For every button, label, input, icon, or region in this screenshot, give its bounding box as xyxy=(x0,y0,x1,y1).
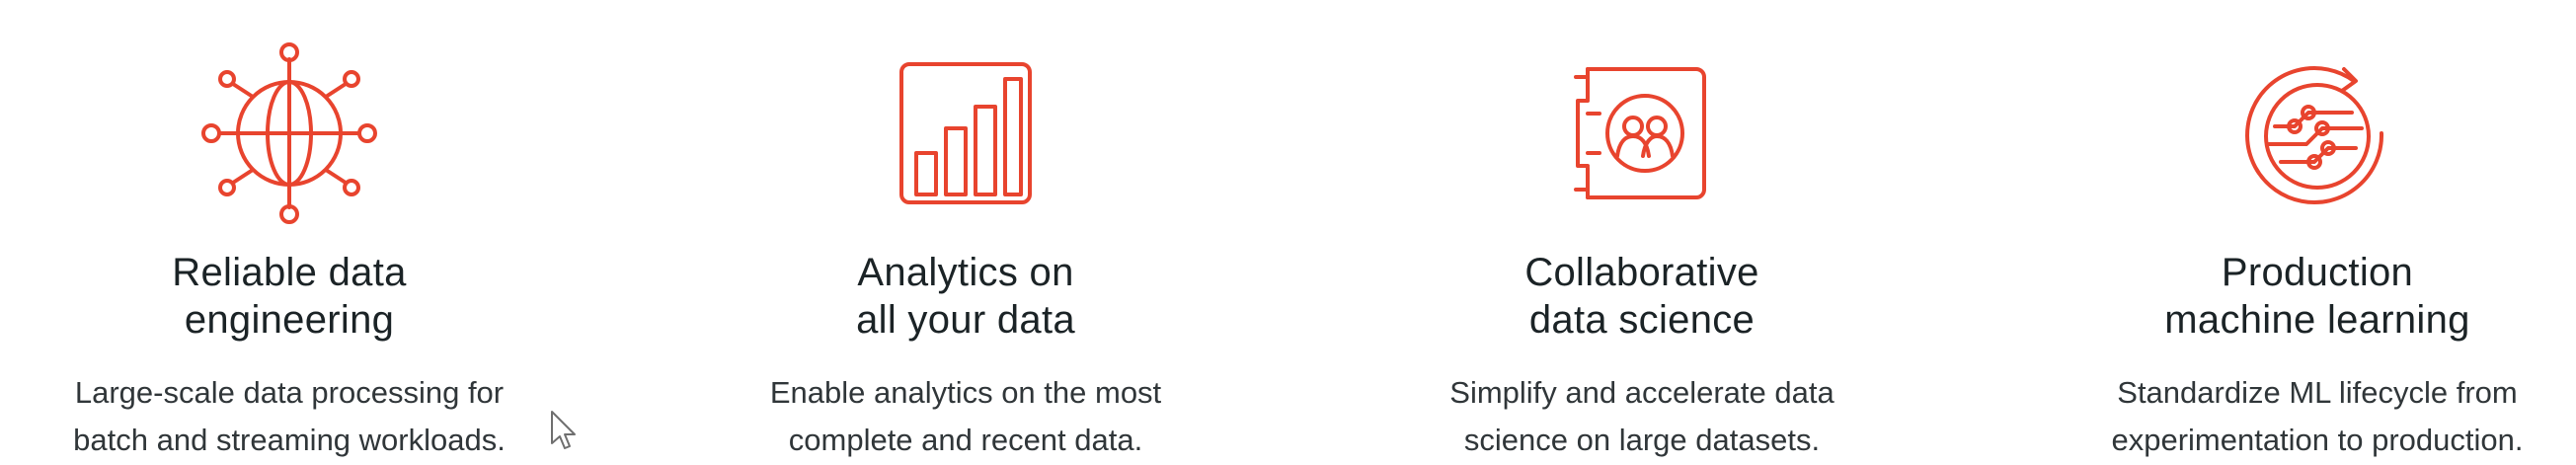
feature-title-line: machine learning xyxy=(2164,298,2470,342)
feature-title: Collaborative data science xyxy=(1336,249,1948,344)
bar-chart-icon xyxy=(872,39,1059,227)
feature-description-line: Standardize ML lifecycle from xyxy=(2117,375,2518,410)
feature-description-line: science on large datasets. xyxy=(1463,423,1821,457)
feature-title: Production machine learning xyxy=(2011,249,2576,344)
feature-title-line: Analytics on xyxy=(857,251,1074,294)
feature-title-line: all your data xyxy=(856,298,1075,342)
feature-title: Analytics on all your data xyxy=(660,249,1272,344)
feature-description-line: Large-scale data processing for xyxy=(74,375,505,410)
feature-title-line: data science xyxy=(1528,298,1756,342)
feature-title-line: Production xyxy=(2221,251,2414,294)
feature-description-line: complete and recent data. xyxy=(788,423,1143,457)
mouse-cursor-icon xyxy=(550,410,576,451)
collaboration-notebook-icon xyxy=(1548,39,1736,227)
feature-description: Large-scale data processing for batch an… xyxy=(0,369,595,464)
feature-title: Reliable data engineering xyxy=(0,249,595,344)
feature-description-line: Enable analytics on the most xyxy=(769,375,1162,410)
feature-description-line: batch and streaming workloads. xyxy=(73,423,506,457)
globe-network-icon xyxy=(195,39,383,227)
feature-title-line: Collaborative xyxy=(1524,251,1759,294)
feature-description-line: Simplify and accelerate data xyxy=(1449,375,1834,410)
feature-title-line: Reliable data xyxy=(172,251,407,294)
feature-description-line: experimentation to production. xyxy=(2111,423,2524,457)
ml-lifecycle-icon xyxy=(2224,39,2411,227)
feature-description: Standardize ML lifecycle from experiment… xyxy=(2011,369,2576,464)
feature-description: Simplify and accelerate data science on … xyxy=(1336,369,1948,464)
feature-description: Enable analytics on the most complete an… xyxy=(660,369,1272,464)
feature-title-line: engineering xyxy=(184,298,395,342)
